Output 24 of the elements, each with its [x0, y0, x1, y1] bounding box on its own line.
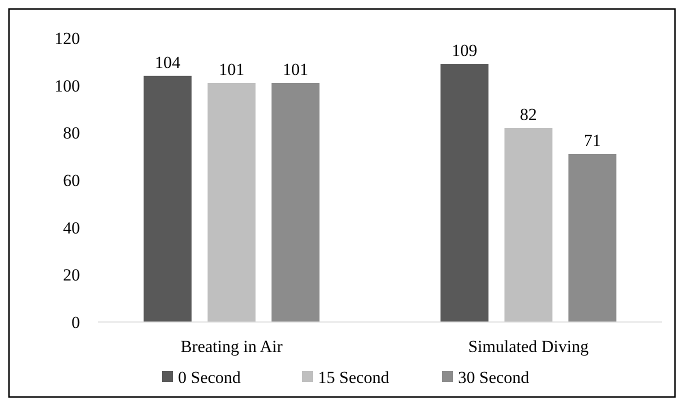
x-tick-label: Breating in Air	[180, 337, 283, 356]
y-tick-label: 20	[63, 266, 80, 285]
y-tick-label: 100	[54, 76, 80, 96]
data-label: 101	[282, 60, 308, 79]
bar	[208, 82, 256, 322]
data-label: 82	[520, 104, 537, 124]
bar	[272, 82, 320, 322]
bar	[440, 64, 488, 322]
legend-label: 30 Second	[458, 368, 530, 387]
bar	[144, 76, 192, 322]
data-label: 104	[154, 52, 181, 72]
bar	[504, 128, 552, 322]
y-tick-label: 60	[63, 170, 80, 190]
data-label: 109	[452, 41, 478, 60]
y-tick-label: 40	[63, 218, 80, 238]
data-label: 101	[218, 60, 244, 79]
bar	[568, 154, 616, 322]
y-tick-label: 80	[63, 124, 80, 143]
data-label: 71	[584, 130, 601, 150]
legend-label: 15 Second	[318, 368, 390, 387]
y-tick-label: 120	[54, 28, 80, 48]
x-tick-label: Simulated Diving	[468, 337, 590, 356]
y-tick-label: 0	[72, 312, 80, 332]
legend-label: 0 Second	[178, 368, 242, 387]
